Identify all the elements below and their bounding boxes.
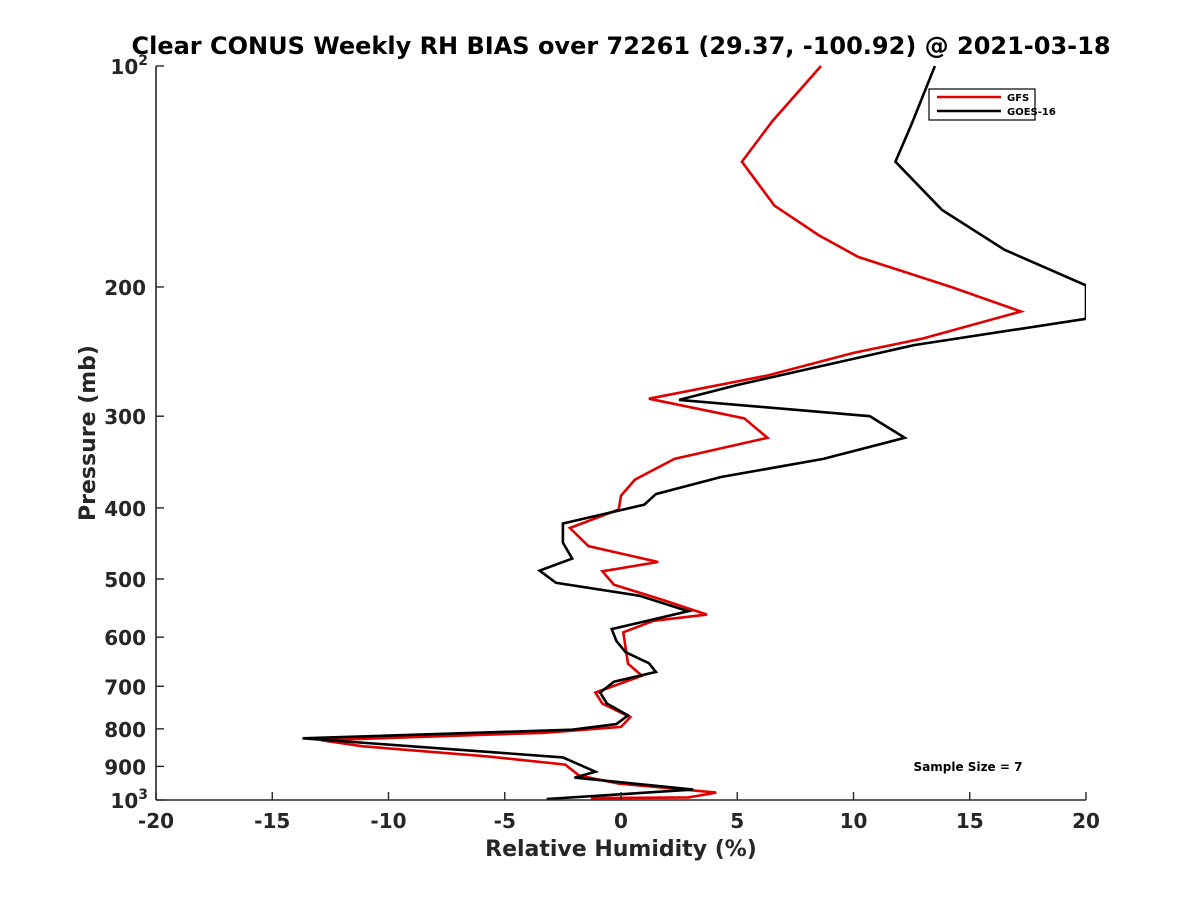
y-tick-label: 600 — [104, 626, 146, 650]
y-tick-label: 700 — [104, 675, 146, 699]
y-tick-label: 103 — [110, 787, 148, 813]
y-tick-label: 500 — [104, 568, 146, 592]
y-tick-label: 400 — [104, 497, 146, 521]
x-tick-label: 10 — [840, 809, 868, 833]
x-tick-label: 20 — [1072, 809, 1100, 833]
chart-title: Clear CONUS Weekly RH BIAS over 72261 (2… — [131, 32, 1110, 60]
y-axis: 102 200 300 400 500 600 700 800 900 103 — [104, 53, 164, 813]
x-axis-label: Relative Humidity (%) — [485, 837, 757, 862]
y-tick-label: 200 — [104, 276, 146, 300]
legend: GFS GOES-16 — [928, 88, 1056, 121]
plot-area — [302, 65, 1086, 801]
y-tick-label: 800 — [104, 718, 146, 742]
legend-label: GOES-16 — [1007, 107, 1056, 118]
x-axis: -20 -15 -10 -5 0 5 10 15 20 — [138, 792, 1100, 833]
legend-box — [928, 88, 1036, 121]
series-line-gfs — [320, 65, 1026, 800]
y-tick-label: 900 — [104, 755, 146, 779]
series-line-goes-16 — [302, 65, 1086, 801]
x-tick-label: 0 — [614, 809, 628, 833]
x-tick-label: -20 — [138, 809, 174, 833]
x-tick-label: 5 — [730, 809, 744, 833]
y-axis-label: Pressure (mb) — [76, 345, 101, 521]
legend-label: GFS — [1007, 93, 1029, 104]
x-tick-label: -10 — [370, 809, 406, 833]
y-tick-label: 300 — [104, 405, 146, 429]
x-tick-label: 15 — [956, 809, 984, 833]
x-tick-label: -5 — [494, 809, 516, 833]
x-tick-label: -15 — [254, 809, 290, 833]
y-tick-label: 102 — [110, 53, 148, 79]
sample-size-annotation: Sample Size = 7 — [914, 760, 1023, 774]
